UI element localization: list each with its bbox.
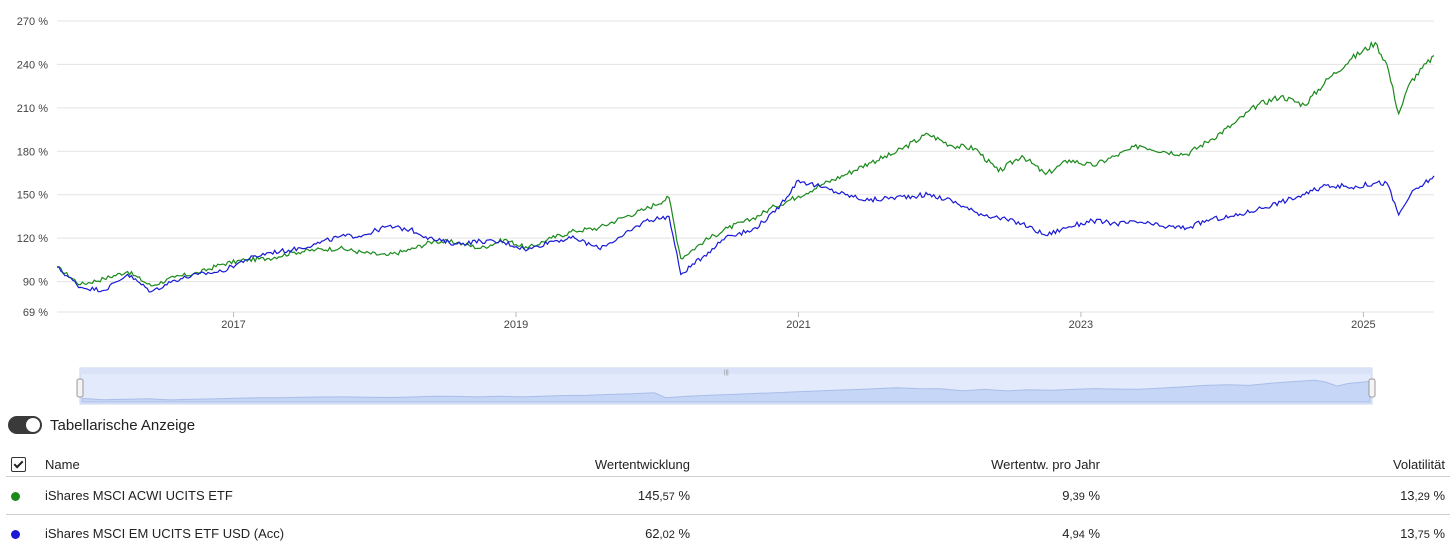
y-tick-label: 150 % [17,190,48,202]
select-all-header[interactable] [6,452,40,477]
volatility-value: 13,75 % [1105,515,1450,552]
table-view-toggle[interactable] [8,416,42,434]
navigator-right-handle[interactable] [1369,379,1375,397]
series-dot-icon [11,530,20,539]
table-row[interactable]: iShares MSCI ACWI UCITS ETF 145,57 % 9,3… [6,477,1450,515]
table-view-toggle-row: Tabellarische Anzeige [8,414,195,436]
series-lines [57,43,1434,292]
header-name[interactable]: Name [40,452,480,477]
navigator-grip-icon[interactable]: ||| [724,370,729,376]
x-tick-label: 2025 [1351,319,1375,331]
table-row[interactable]: iShares MSCI EM UCITS ETF USD (Acc) 62,0… [6,515,1450,552]
toggle-label: Tabellarische Anzeige [50,417,195,434]
series-line-acwi[interactable] [57,43,1434,286]
y-axis: 69 % 90 % 120 % 150 % 180 % 210 % 240 % 270 % [17,16,48,319]
series-line-em[interactable] [57,176,1434,292]
series-color-cell [6,477,40,515]
y-tick-label: 120 % [17,233,48,245]
select-all-checkbox[interactable] [11,457,26,472]
series-color-cell [6,515,40,552]
x-tick-label: 2019 [504,319,528,331]
header-per-year[interactable]: Wertentw. pro Jahr [695,452,1105,477]
series-dot-icon [11,492,20,501]
performance-value: 62,02 % [480,515,695,552]
x-tick-label: 2017 [221,319,245,331]
navigator-left-handle[interactable] [77,379,83,397]
table-header-row: Name Wertentwicklung Wertentw. pro Jahr … [6,452,1450,477]
y-tick-label: 90 % [23,277,48,289]
y-tick-label: 210 % [17,103,48,115]
header-volatility[interactable]: Volatilität [1105,452,1450,477]
per-year-value: 4,94 % [695,515,1105,552]
x-axis: 2017 2019 2021 2023 2025 [221,312,1375,331]
x-tick-label: 2023 [1069,319,1093,331]
x-tick-label: 2021 [786,319,810,331]
fund-name[interactable]: iShares MSCI ACWI UCITS ETF [40,477,480,515]
y-tick-label: 180 % [17,146,48,158]
fund-comparison-table: Name Wertentwicklung Wertentw. pro Jahr … [6,452,1450,552]
fund-name[interactable]: iShares MSCI EM UCITS ETF USD (Acc) [40,515,480,552]
performance-chart[interactable]: 69 % 90 % 120 % 150 % 180 % 210 % 240 % 270 % 2… [0,0,1456,340]
per-year-value: 9,39 % [695,477,1105,515]
toggle-knob [26,418,40,432]
y-tick-label: 270 % [17,16,48,28]
y-tick-label: 69 % [23,307,48,319]
volatility-value: 13,29 % [1105,477,1450,515]
y-tick-label: 240 % [17,59,48,71]
performance-value: 145,57 % [480,477,695,515]
range-navigator[interactable]: ||| [0,362,1456,408]
header-performance[interactable]: Wertentwicklung [480,452,695,477]
grid-lines [57,21,1434,312]
